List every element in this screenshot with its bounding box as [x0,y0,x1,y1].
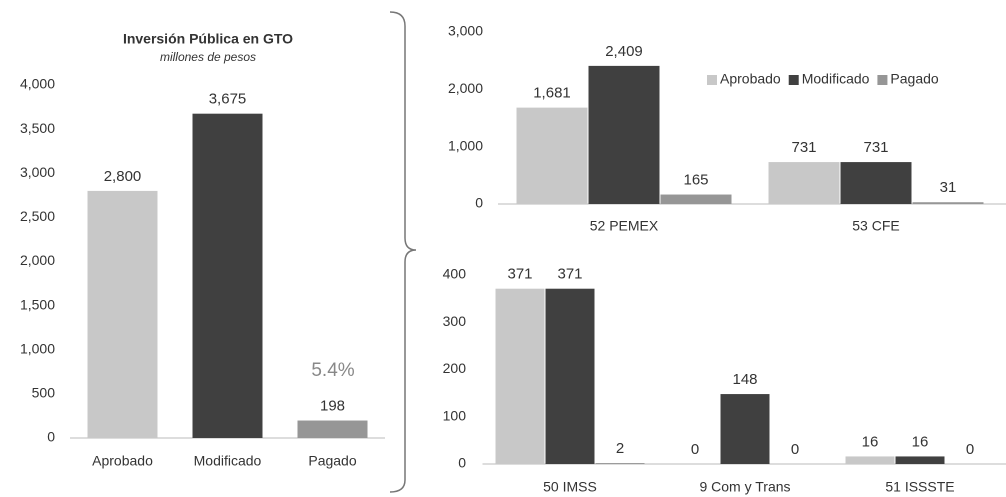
x-tick-label: Pagado [308,453,356,469]
bar [720,394,770,464]
y-tick-label: 3,000 [448,23,483,39]
y-tick-label: 400 [443,266,467,282]
bar [912,202,984,204]
bar [495,288,545,464]
x-tick-label: 9 Com y Trans [699,479,790,495]
value-label: 731 [791,139,816,156]
value-label: 2 [616,440,624,457]
chart-title: Inversión Pública en GTO [123,31,293,47]
y-tick-label: 2,000 [448,80,483,96]
x-tick-label: Aprobado [92,453,153,469]
legend-label: Pagado [890,71,938,87]
value-label: 371 [557,266,582,283]
x-tick-label: 53 CFE [852,218,899,234]
y-tick-label: 0 [458,455,466,471]
value-label: 371 [507,266,532,283]
y-tick-label: 2,500 [20,208,55,224]
legend-swatch [877,75,888,85]
y-tick-label: 3,000 [20,164,55,180]
legend-label: Modificado [802,71,870,87]
value-label: 0 [966,441,974,458]
y-tick-label: 1,000 [20,340,55,356]
legend-swatch [788,75,799,85]
y-tick-label: 4,000 [20,76,55,92]
value-label: 731 [863,139,888,156]
y-tick-label: 200 [443,360,467,376]
y-tick-label: 100 [443,407,467,423]
value-label: 16 [912,433,929,450]
bar [588,65,660,204]
bar [516,107,588,204]
x-tick-label: 50 IMSS [543,479,597,495]
y-tick-label: 0 [47,429,55,445]
x-tick-label: Modificado [194,453,262,469]
value-label: 148 [732,371,757,388]
legend-label: Aprobado [720,71,781,87]
y-tick-label: 300 [443,313,467,329]
bar [545,288,595,464]
x-tick-label: 51 ISSSTE [885,479,954,495]
value-label: 2,409 [605,43,643,60]
annotation: 5.4% [311,360,354,381]
y-tick-label: 0 [475,195,483,211]
bar [87,190,158,438]
bar [895,456,945,464]
value-label: 0 [691,441,699,458]
y-tick-label: 2,000 [20,252,55,268]
brace [389,11,417,493]
value-label: 31 [940,179,957,196]
bar [660,194,732,204]
bar [845,456,895,464]
value-label: 165 [683,172,708,189]
value-label: 1,681 [533,85,571,102]
y-tick-label: 3,500 [20,120,55,136]
x-tick-label: 52 PEMEX [590,218,659,234]
bar [192,113,263,439]
value-label: 3,675 [209,91,247,108]
bar [297,420,368,438]
legend-swatch [707,75,717,85]
bar [595,463,645,464]
y-tick-label: 1,500 [20,296,55,312]
y-tick-label: 500 [32,385,56,401]
value-label: 16 [862,433,879,450]
bar [768,162,840,204]
value-label: 2,800 [104,168,142,185]
value-label: 198 [320,397,345,414]
y-tick-label: 1,000 [448,137,483,153]
value-label: 0 [791,441,799,458]
bar [840,162,912,204]
chart-subtitle: millones de pesos [160,50,256,64]
